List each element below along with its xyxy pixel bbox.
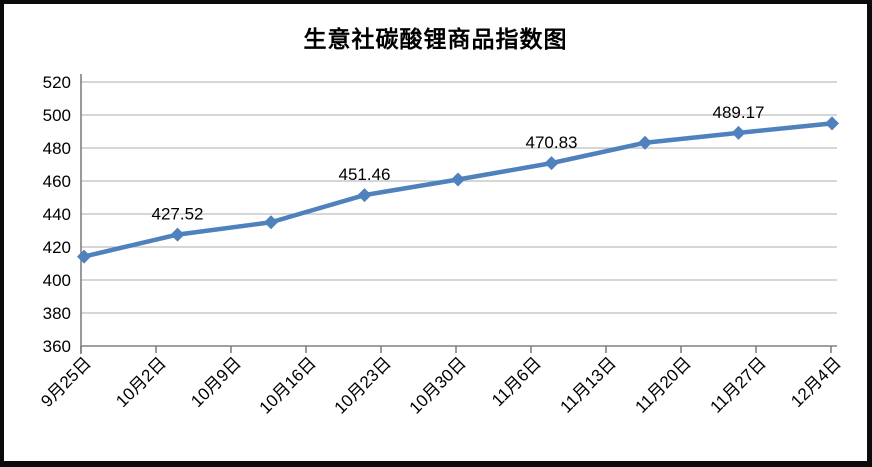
x-axis-tick-label: 10月16日 [256, 353, 320, 417]
data-point-marker [544, 156, 559, 171]
x-axis-tick-label: 11月27日 [706, 353, 769, 416]
y-axis-tick-label: 360 [43, 337, 71, 356]
x-axis-tick-label: 10月30日 [406, 353, 470, 417]
chart-plot: 360 380 400 420 440 460 480 500 520 9月25日 10月2日 10月… [37, 73, 845, 418]
x-axis-tick-label: 10月9日 [187, 353, 245, 411]
x-axis-tick-label: 9月25日 [37, 353, 95, 411]
y-axis-tick-label: 400 [43, 271, 71, 290]
data-point-marker [451, 172, 465, 187]
x-axis-tick-label: 10月2日 [112, 353, 170, 411]
x-axis-tick-label: 11月6日 [488, 353, 545, 410]
data-point-label: 489.17 [713, 103, 765, 122]
x-axis-tick-label: 10月23日 [331, 353, 395, 417]
data-point-label: 470.83 [526, 133, 578, 152]
series-line [81, 121, 835, 259]
data-point-marker [357, 188, 372, 203]
x-axis-tick-label: 12月4日 [787, 353, 845, 411]
chart-title: 生意社碳酸锂商品指数图 [303, 26, 568, 52]
data-point-marker [825, 116, 839, 131]
data-point-label: 427.52 [152, 205, 204, 224]
y-axis-tick-label: 500 [43, 106, 71, 125]
data-point-marker [638, 135, 652, 150]
data-point-marker [264, 215, 278, 230]
y-axis-tick-label: 520 [43, 73, 71, 92]
x-axis-tick-label: 11月13日 [556, 353, 619, 416]
y-axis-tick-label: 440 [43, 205, 71, 224]
x-axis-tick-label: 11月20日 [631, 353, 694, 416]
y-axis-tick-label: 480 [43, 139, 71, 158]
data-point-marker [170, 227, 185, 242]
y-axis-tick-label: 460 [43, 172, 71, 191]
data-point-marker [731, 125, 746, 140]
y-axis-tick-label: 380 [43, 304, 71, 323]
y-axis-tick-label: 420 [43, 238, 71, 257]
data-point-label: 451.46 [339, 165, 391, 184]
data-point-marker [77, 249, 91, 264]
